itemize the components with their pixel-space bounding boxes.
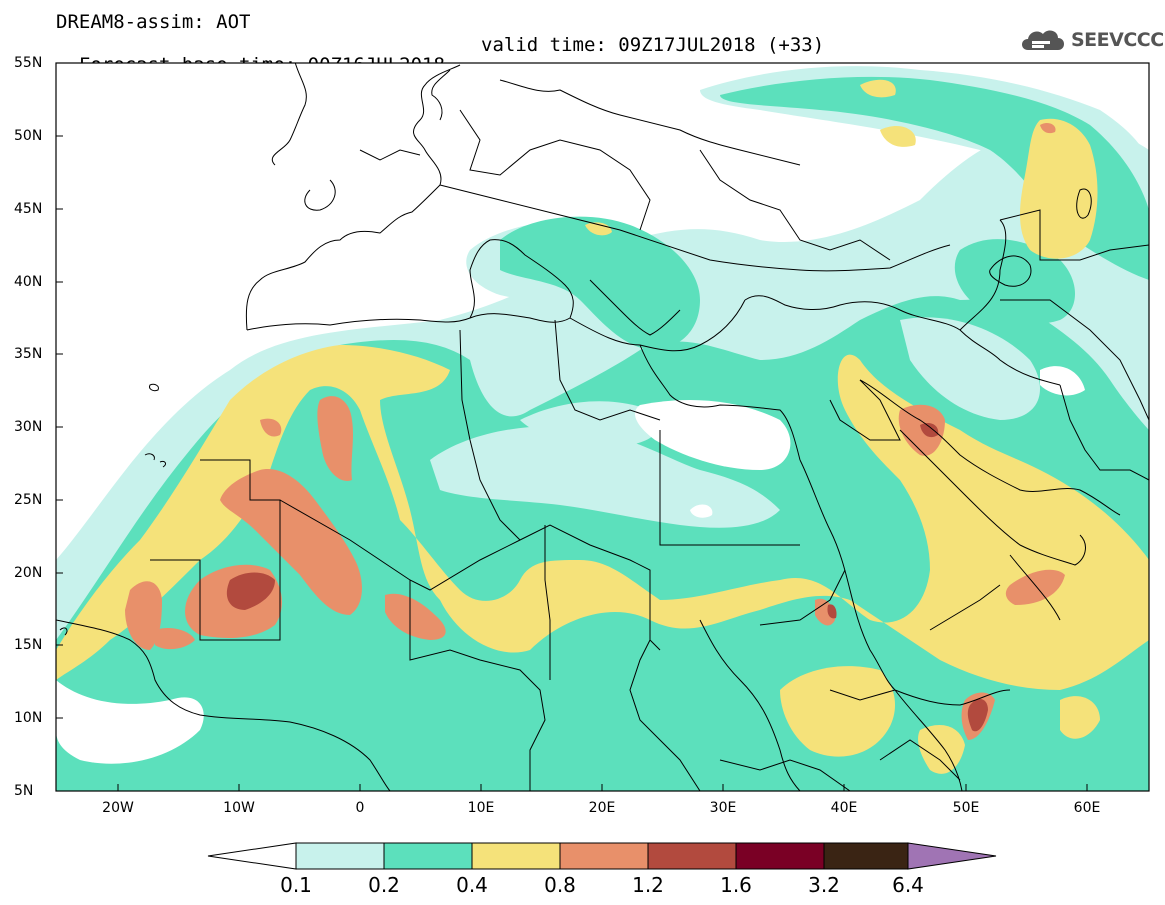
lat-label: 25N <box>14 492 43 508</box>
colorbar-swatch <box>735 842 825 870</box>
lon-label: 10E <box>467 800 495 816</box>
colorbar-label: 0.4 <box>456 873 488 897</box>
lon-label: 20E <box>588 800 616 816</box>
lat-label: 5N <box>14 783 34 799</box>
colorbar-label: 1.6 <box>720 873 752 897</box>
lat-label: 15N <box>14 637 43 653</box>
colorbar-label: 0.8 <box>544 873 576 897</box>
colorbar-label: 3.2 <box>808 873 840 897</box>
colorbar-high-arrow <box>907 842 997 870</box>
lon-label: 30E <box>709 800 737 816</box>
lat-label: 30N <box>14 419 43 435</box>
cloud-icon <box>1022 30 1064 50</box>
lon-label: 10W <box>223 800 255 816</box>
lon-label: 50E <box>952 800 980 816</box>
colorbar-label: 0.1 <box>280 873 312 897</box>
logo-text: SEEVCCC <box>1071 29 1164 51</box>
colorbar-swatch <box>295 842 385 870</box>
aot-level-1.2 <box>226 423 988 732</box>
axis-ticks <box>56 135 1088 791</box>
lon-label: 60E <box>1073 800 1101 816</box>
lat-label: 20N <box>14 565 43 581</box>
colorbar-swatch <box>823 842 909 870</box>
coastlines-borders <box>56 63 1149 791</box>
colorbar-swatch <box>559 842 649 870</box>
valid-time: valid time: 09Z17JUL2018 (+33) <box>481 34 825 56</box>
lat-label: 40N <box>14 274 43 290</box>
colorbar-label: 0.2 <box>368 873 400 897</box>
lat-label: 35N <box>14 346 43 362</box>
aot-below-0.1 <box>56 366 1085 764</box>
lon-label: 20W <box>102 800 134 816</box>
colorbar-low-arrow <box>207 842 297 870</box>
colorbar-label: 1.2 <box>632 873 664 897</box>
aot-level-0.4 <box>56 79 1149 774</box>
lon-label: 40E <box>830 800 858 816</box>
colorbar-label: 6.4 <box>892 873 924 897</box>
aot-level-0.1-patches <box>430 317 1040 528</box>
map-title: DREAM8-assim: AOT <box>56 11 251 33</box>
seevccc-logo: SEEVCCC <box>1018 24 1164 56</box>
colorbar-swatch <box>647 842 737 870</box>
lat-label: 10N <box>14 710 43 726</box>
colorbar-swatch <box>383 842 473 870</box>
lat-label: 45N <box>14 201 43 217</box>
lat-label: 55N <box>14 55 43 71</box>
lat-label: 50N <box>14 128 43 144</box>
lon-label: 0 <box>355 800 365 816</box>
colorbar-swatch <box>471 842 561 870</box>
